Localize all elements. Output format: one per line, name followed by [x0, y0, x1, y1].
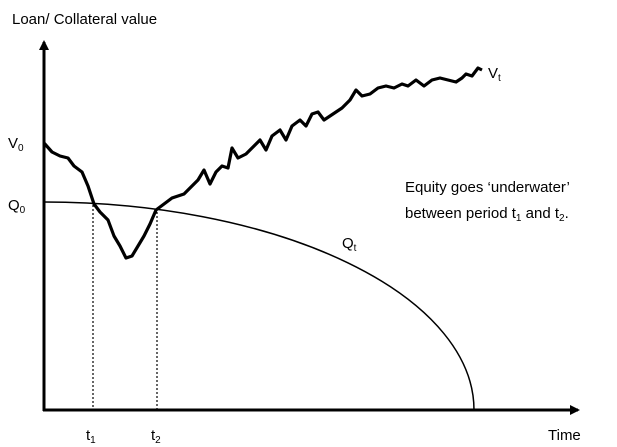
q0-main: Q [8, 197, 20, 214]
qt-sub: t [354, 243, 357, 254]
q0-label: Q0 [8, 197, 26, 216]
t1-sub: 1 [90, 435, 96, 446]
v0-sub: 0 [18, 143, 24, 154]
q0-sub: 0 [20, 205, 26, 216]
q-curve [43, 201, 475, 411]
v-curve [42, 66, 483, 260]
annotation-text: . [565, 205, 569, 222]
qt-main: Q [342, 235, 354, 252]
vt-main: V [488, 65, 498, 82]
v0-main: V [8, 135, 18, 152]
vt-sub: t [498, 73, 501, 84]
t1-label: t1 [86, 427, 96, 446]
y-axis-label: Loan/ Collateral value [12, 11, 157, 28]
annotation-text: between period t [405, 205, 517, 222]
annotation-line2: between period t1 and t2. [405, 205, 569, 224]
t2-sub: 2 [155, 435, 161, 446]
qt-label: Qt [342, 235, 357, 254]
annotation-line1: Equity goes ‘underwater’ [405, 179, 570, 196]
t1-main: t [86, 427, 91, 444]
annotation-text: and t [521, 205, 559, 222]
t2-label: t2 [151, 427, 161, 446]
t2-main: t [151, 427, 156, 444]
annotation-sub: 2 [559, 213, 565, 224]
vt-label: Vt [488, 65, 501, 84]
x-axis-label: Time [548, 427, 581, 444]
annotation-sub: 1 [516, 213, 522, 224]
v0-label: V0 [8, 135, 24, 154]
